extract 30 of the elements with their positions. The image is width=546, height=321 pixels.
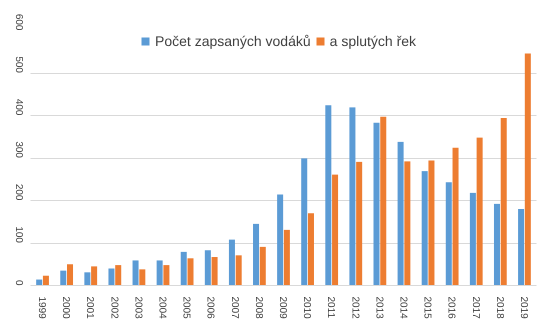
y-tick-label: 200 <box>13 184 24 201</box>
y-tick-label: 600 <box>13 14 24 31</box>
x-tick-label: 2012 <box>349 296 360 320</box>
legend-label: a splutých řek <box>330 33 416 49</box>
x-tick-label: 2016 <box>446 296 457 320</box>
x-tick-label: 2002 <box>108 296 120 320</box>
x-tick-label: 2000 <box>60 296 72 320</box>
x-tick-label: 2018 <box>494 296 505 320</box>
x-tick-label: 2010 <box>301 296 312 320</box>
y-tick-label: 100 <box>13 226 24 244</box>
x-tick-label: 2017 <box>470 296 481 320</box>
legend-label: Počet zapsaných vodáků <box>155 33 311 49</box>
x-tick-label: 2006 <box>204 296 216 320</box>
x-tick-label: 2007 <box>228 296 240 320</box>
y-tick-label: 500 <box>13 56 24 74</box>
x-tick-label: 2003 <box>132 296 144 320</box>
x-tick-label: 1999 <box>36 296 48 320</box>
x-tick-label: 2014 <box>397 296 408 320</box>
x-tick-label: 2015 <box>422 296 433 320</box>
x-tick-label: 2004 <box>156 296 168 320</box>
y-tick-label: 300 <box>13 141 24 158</box>
y-tick-label: 400 <box>13 98 24 116</box>
x-tick-label: 2001 <box>84 296 96 320</box>
x-tick-label: 2005 <box>180 296 192 320</box>
x-tick-label: 2008 <box>252 296 264 320</box>
x-tick-label: 2011 <box>325 296 336 318</box>
x-tick-label: 2009 <box>277 296 288 320</box>
y-tick-label: 0 <box>13 280 24 286</box>
x-tick-label: 2013 <box>373 296 384 320</box>
x-tick-label: 2019 <box>518 296 529 320</box>
